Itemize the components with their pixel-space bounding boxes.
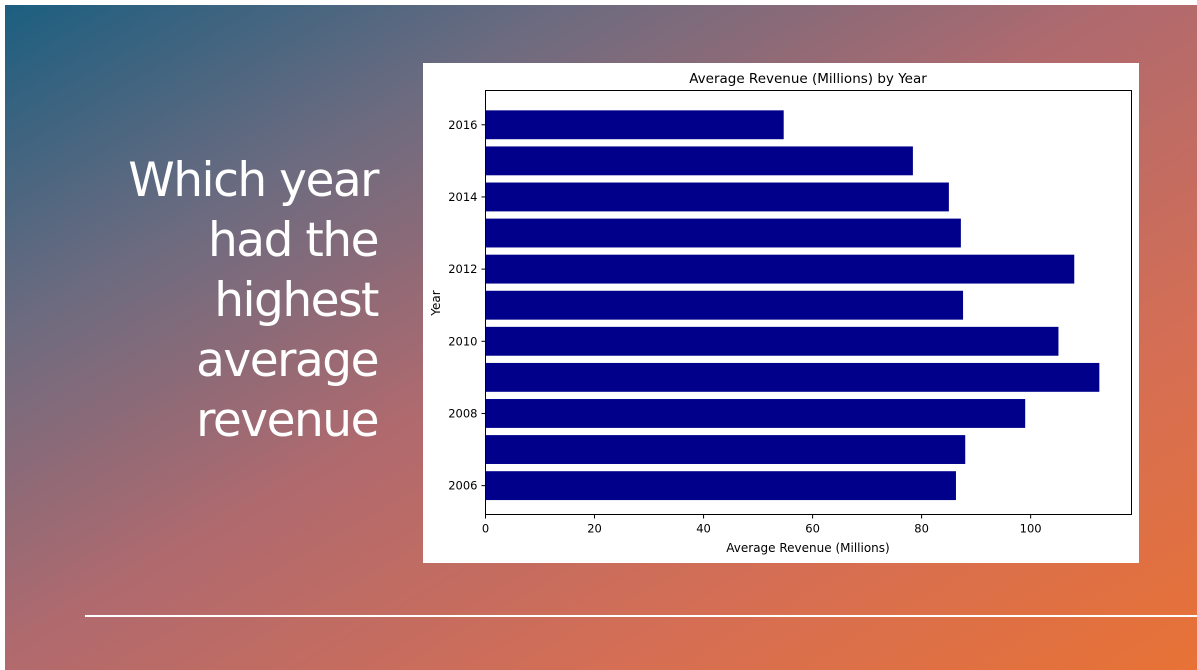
bar-2006 — [485, 471, 956, 501]
x-axis-label: Average Revenue (Millions) — [726, 541, 889, 555]
bar-2012 — [485, 254, 1075, 284]
y-axis-label: Year — [429, 290, 443, 316]
bar-chart: Average Revenue (Millions) by Year 0 20 40… — [429, 71, 1132, 555]
bar-2008 — [485, 399, 1026, 428]
bar-2011 — [485, 290, 964, 320]
y-tick-label-2012: 2012 — [448, 262, 477, 276]
x-tick-label-80: 80 — [914, 522, 929, 536]
x-axis-ticks: 0 20 40 60 80 100 — [482, 514, 1042, 536]
plot-frame — [485, 90, 1132, 515]
x-tick-label-40: 40 — [696, 522, 711, 536]
y-tick-label-2010: 2010 — [448, 334, 477, 348]
x-tick-label-0: 0 — [482, 522, 489, 536]
divider-line — [85, 615, 1197, 617]
x-tick-label-100: 100 — [1020, 522, 1042, 536]
y-axis-ticks: 2006 2008 2010 2012 2014 2016 — [448, 118, 486, 493]
y-tick-label-2008: 2008 — [448, 406, 477, 420]
y-tick-label-2006: 2006 — [448, 479, 477, 493]
bar-2013 — [485, 218, 961, 248]
bar-2007 — [485, 435, 966, 464]
y-tick-label-2014: 2014 — [448, 190, 477, 204]
bar-2009 — [485, 362, 1100, 392]
bar-2010 — [485, 326, 1059, 356]
x-tick-label-20: 20 — [587, 522, 602, 536]
bars-group — [485, 110, 1100, 501]
chart-panel: Average Revenue (Millions) by Year 0 20 40… — [423, 63, 1139, 563]
x-tick-label-60: 60 — [805, 522, 820, 536]
slide: Which year had the highest average reven… — [5, 5, 1197, 670]
bar-2016 — [485, 110, 784, 140]
y-tick-label-2016: 2016 — [448, 118, 477, 132]
chart-title: Average Revenue (Millions) by Year — [689, 71, 927, 87]
bar-2015 — [485, 146, 913, 176]
question-heading: Which year had the highest average reven… — [128, 153, 379, 448]
bar-2014 — [485, 182, 949, 212]
